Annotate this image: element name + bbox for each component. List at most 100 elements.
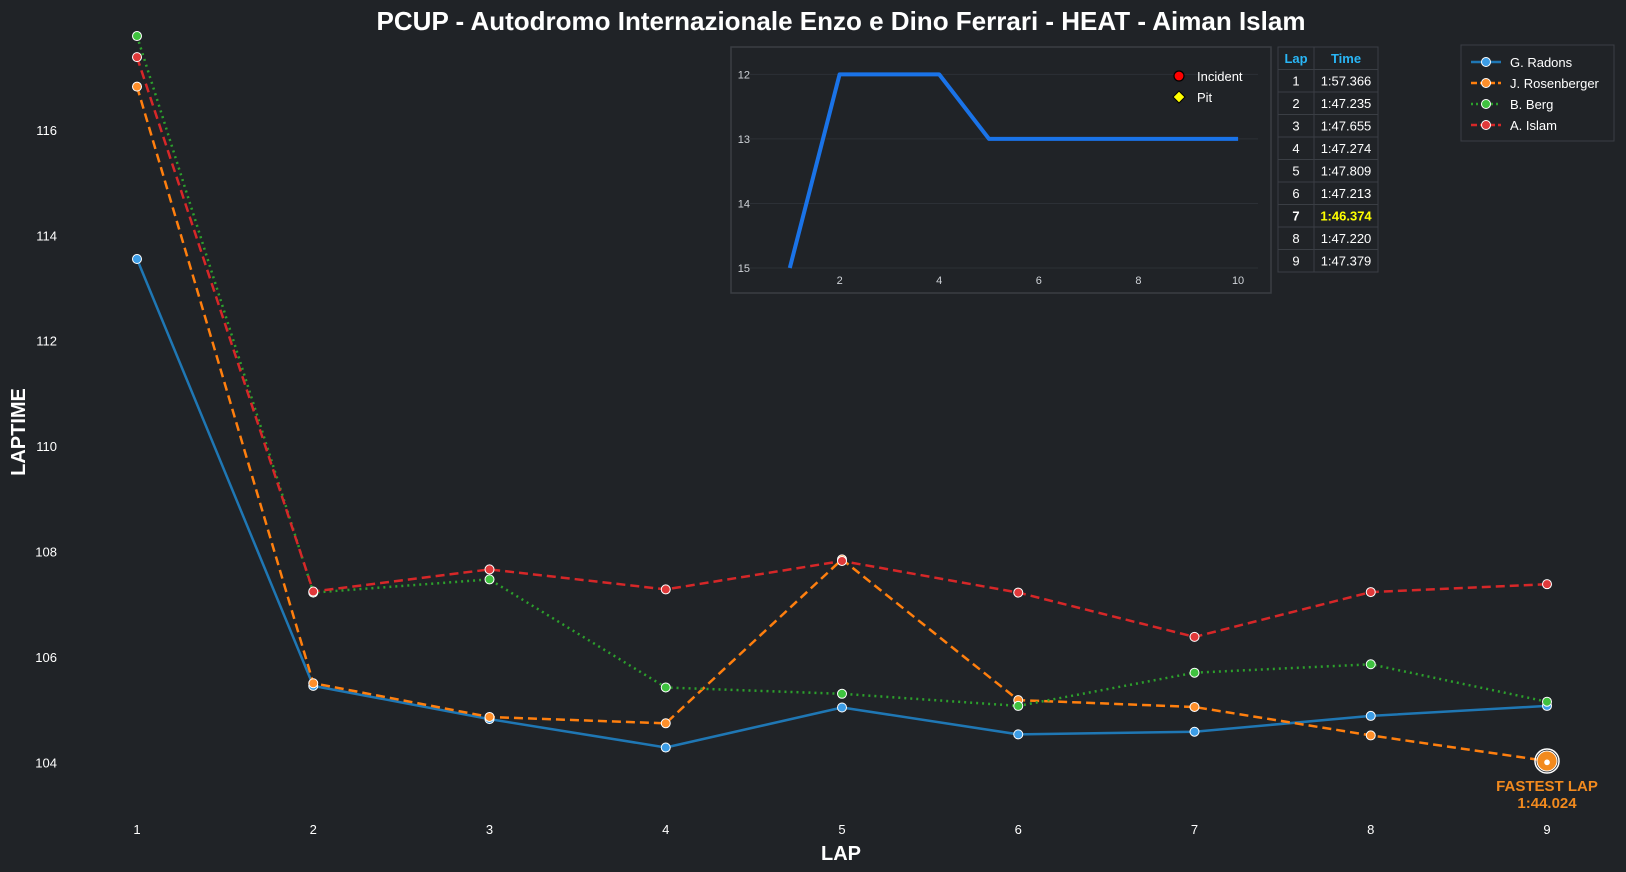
table-lap-cell: 5 <box>1292 164 1299 179</box>
inset-x-tick-label: 8 <box>1135 275 1141 287</box>
y-tick-label: 112 <box>36 334 57 349</box>
data-point <box>132 31 142 42</box>
fastest-lap-label: FASTEST LAP <box>1496 778 1598 795</box>
inset-y-tick-label: 12 <box>738 69 750 81</box>
x-axis-label: LAP <box>821 843 861 865</box>
table-lap-cell: 8 <box>1292 231 1299 246</box>
x-tick-label: 2 <box>310 822 317 837</box>
data-point <box>1189 726 1200 737</box>
x-tick-label: 3 <box>486 822 493 837</box>
series-line <box>135 35 1548 708</box>
data-point <box>1365 659 1376 670</box>
x-tick-label: 7 <box>1191 822 1198 837</box>
table-time-cell: 1:47.220 <box>1321 231 1372 246</box>
pit-marker-icon <box>1172 90 1186 104</box>
data-point <box>1365 730 1376 741</box>
legend-label: J. Rosenberger <box>1510 76 1600 91</box>
x-tick-label: 1 <box>133 822 140 837</box>
data-point <box>1013 587 1024 598</box>
table-lap-cell: 7 <box>1292 209 1299 224</box>
x-tick-label: 9 <box>1543 822 1550 837</box>
y-tick-label: 108 <box>35 544 57 559</box>
inset-y-tick-label: 14 <box>738 198 750 210</box>
x-axis-ticks: 1 2 3 4 5 6 7 8 9 <box>133 822 1550 837</box>
incident-marker-icon <box>1173 70 1185 82</box>
position-inset-chart: 12 13 14 15 2 4 6 8 10 Incident Pit <box>730 46 1272 294</box>
inset-frame <box>730 46 1272 294</box>
inset-x-tick-label: 10 <box>1232 275 1244 287</box>
legend-marker <box>1481 120 1491 130</box>
lap-time-table: Lap Time 1 1:57.366 2 1:47.235 3 1:47.655 4 1:47.… <box>1277 46 1379 273</box>
table-header: Lap <box>1284 51 1307 66</box>
data-point <box>660 682 671 693</box>
table-time-cell: 1:47.809 <box>1321 164 1372 179</box>
inset-y-ticks: 12 13 14 15 <box>738 69 750 275</box>
y-tick-label: 116 <box>36 123 57 138</box>
x-tick-label: 6 <box>1015 822 1022 837</box>
inset-y-tick-label: 13 <box>738 134 750 146</box>
data-point <box>1542 696 1552 707</box>
x-tick-label: 4 <box>662 822 669 837</box>
table-time-cell: 1:46.374 <box>1320 209 1372 224</box>
y-axis-ticks: 104 106 108 110 112 114 116 <box>35 123 57 770</box>
inset-x-tick-label: 2 <box>837 275 843 287</box>
data-point <box>308 586 319 597</box>
table-time-cell: 1:47.379 <box>1321 254 1372 269</box>
table-lap-cell: 1 <box>1292 74 1299 89</box>
inset-legend-label: Incident <box>1197 69 1243 84</box>
data-point <box>484 711 495 722</box>
x-tick-label: 5 <box>838 822 845 837</box>
data-point <box>660 742 671 753</box>
table-lap-cell: 9 <box>1292 254 1299 269</box>
inset-x-ticks: 2 4 6 8 10 <box>837 275 1245 287</box>
data-point <box>1013 700 1024 711</box>
inset-x-tick-label: 4 <box>936 275 942 287</box>
table-header: Time <box>1331 51 1361 66</box>
data-point <box>132 253 142 264</box>
data-point <box>1365 710 1376 721</box>
fastest-lap-halo <box>1534 748 1560 774</box>
legend-label: B. Berg <box>1510 97 1553 112</box>
table-lap-cell: 3 <box>1292 119 1299 134</box>
legend: G. Radons J. Rosenberger B. Berg A. Islam <box>1460 44 1615 142</box>
x-tick-label: 8 <box>1367 822 1374 837</box>
fastest-lap-time: 1:44.024 <box>1517 795 1577 812</box>
table-lap-cell: 4 <box>1292 141 1299 156</box>
table-time-cell: 1:47.213 <box>1321 186 1372 201</box>
table-lap-cell: 6 <box>1292 186 1299 201</box>
table-cell <box>1313 249 1379 273</box>
data-point <box>132 81 142 92</box>
series-lines <box>132 31 1552 767</box>
data-point <box>837 688 847 699</box>
chart-title: PCUP - Autodromo Internazionale Enzo e D… <box>377 6 1306 36</box>
data-point <box>1189 631 1200 642</box>
data-point <box>308 678 319 689</box>
y-tick-label: 110 <box>36 439 57 454</box>
legend-label: A. Islam <box>1510 118 1557 133</box>
data-point <box>484 574 495 585</box>
fastest-lap-marker <box>1536 750 1558 772</box>
legend-marker <box>1481 78 1491 88</box>
data-point <box>837 555 847 566</box>
y-axis-label: LAPTIME <box>8 388 30 476</box>
y-tick-label: 106 <box>35 650 57 665</box>
data-point <box>1189 701 1200 712</box>
data-point <box>132 52 142 63</box>
table-time-cell: 1:57.366 <box>1321 74 1372 89</box>
data-point <box>837 702 847 713</box>
data-point <box>1013 729 1024 740</box>
table-time-cell: 1:47.655 <box>1321 119 1372 134</box>
data-point <box>1189 667 1200 678</box>
table-lap-cell: 2 <box>1292 96 1299 111</box>
table-time-cell: 1:47.274 <box>1321 141 1372 156</box>
legend-marker <box>1481 99 1491 109</box>
fastest-lap-icon: ● <box>1543 754 1551 769</box>
data-point <box>1365 587 1376 598</box>
table-time-cell: 1:47.235 <box>1321 96 1372 111</box>
inset-x-tick-label: 6 <box>1036 275 1042 287</box>
legend-label: G. Radons <box>1510 55 1573 70</box>
data-point <box>660 584 671 595</box>
inset-legend: Incident Pit <box>1172 69 1243 105</box>
fastest-lap-annotation: FASTEST LAP 1:44.024 ● <box>1496 748 1598 812</box>
